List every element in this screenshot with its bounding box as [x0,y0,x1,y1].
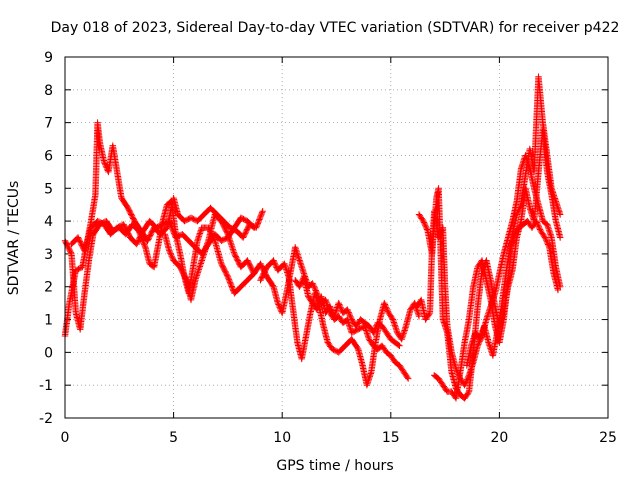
tick-labels: 0 5 10 15 20 25 -2 -1 0 1 2 3 4 5 6 7 8 9 [39,50,617,446]
series-markers [292,273,403,349]
y-tick-label: 8 [44,83,53,99]
x-axis-label: GPS time / hours [276,458,393,474]
plot-frame [64,56,609,419]
y-tick-label: 3 [44,247,53,263]
x-tick-label: 25 [599,430,617,446]
series-track-j [463,217,562,369]
y-tick-label: 6 [44,148,53,164]
y-axis-label: SDTVAR / TECUs [6,181,22,296]
x-tick-label: 10 [273,430,291,446]
chart-title: Day 018 of 2023, Sidereal Day-to-day VTE… [51,20,620,36]
x-tick-label: 20 [490,430,508,446]
y-tick-label: 5 [44,181,53,197]
y-tick-label: 0 [44,345,53,361]
y-tick-label: 9 [44,50,53,66]
y-tick-label: 7 [44,116,53,132]
x-tick-label: 0 [61,430,70,446]
y-tick-label: 2 [44,280,53,296]
x-tick-label: 5 [169,430,178,446]
x-tick-label: 15 [382,430,400,446]
series-track-f [292,273,403,349]
y-tick-label: -1 [39,378,53,394]
series-markers [463,217,562,369]
y-tick-label: 4 [44,214,53,230]
y-tick-label: -2 [39,411,53,427]
data-markers [61,73,564,402]
y-tick-label: 1 [44,313,53,329]
